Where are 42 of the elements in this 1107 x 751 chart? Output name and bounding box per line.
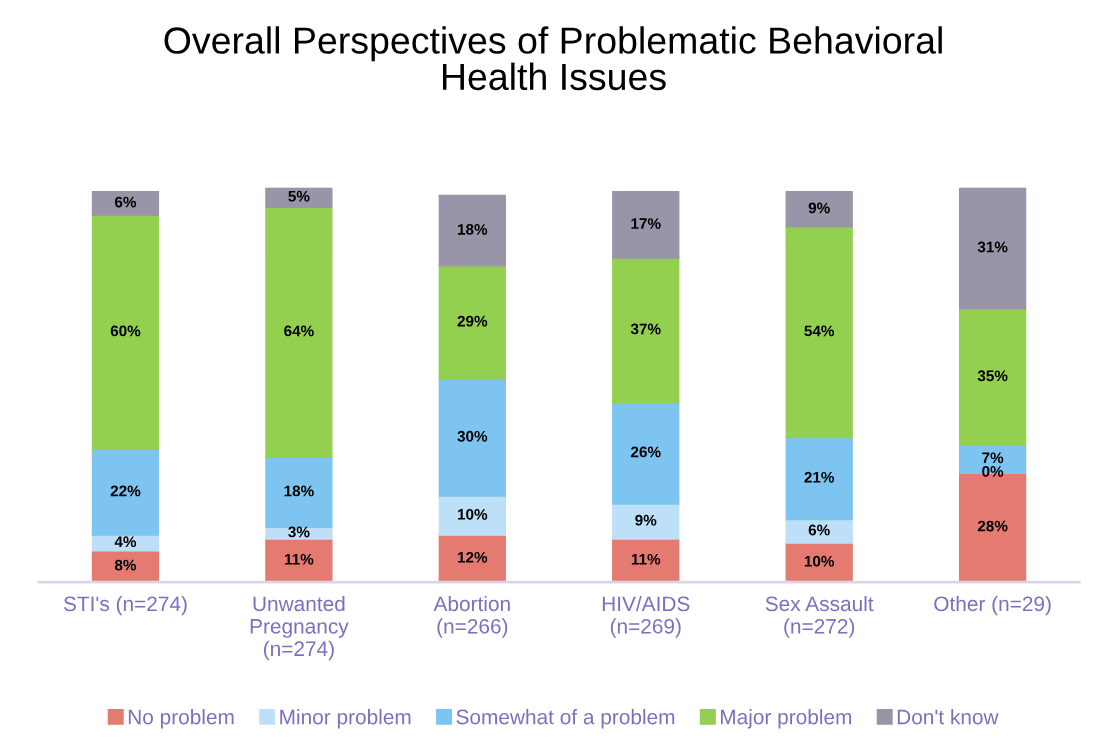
data-label: 6% — [114, 196, 137, 208]
data-label: 12% — [457, 551, 488, 563]
x-tick-label: Unwanted Pregnancy (n=274) — [250, 595, 349, 661]
data-label: 18% — [284, 485, 314, 497]
data-label: 4% — [114, 536, 137, 548]
data-label: 8% — [114, 559, 137, 571]
data-label: 31% — [977, 241, 1008, 253]
data-label: 6% — [808, 524, 830, 536]
x-tick-label: HIV/AIDS (n=269) — [602, 595, 690, 638]
x-tick-label: Sex Assault (n=272) — [765, 595, 874, 638]
data-label: 35% — [977, 370, 1008, 382]
legend-label: Minor problem — [280, 709, 411, 729]
data-label: 28% — [977, 520, 1008, 532]
x-tick-label: Abortion (n=266) — [433, 595, 510, 638]
data-label: 22% — [110, 485, 141, 497]
data-label: 5% — [288, 190, 310, 202]
data-label: 30% — [457, 430, 488, 442]
data-label: 17% — [631, 218, 661, 229]
data-label: 10% — [804, 555, 835, 567]
data-label: 7% — [982, 452, 1004, 464]
data-label: 26% — [630, 446, 661, 458]
data-label: 60% — [110, 325, 141, 337]
data-label: 21% — [804, 471, 835, 483]
data-label: 18% — [457, 223, 488, 235]
data-label: 29% — [457, 315, 488, 327]
legend-label: No problem — [128, 709, 234, 729]
data-label: 9% — [635, 514, 657, 526]
data-label: 37% — [630, 323, 661, 335]
chart-title: Overall Perspectives of Problematic Behavioral Health Issues — [164, 26, 942, 91]
legend-label: Somewhat of a problem — [456, 709, 675, 729]
data-label: 0% — [982, 466, 1004, 477]
legend-label: Major problem — [720, 709, 852, 729]
data-label: 64% — [284, 325, 314, 337]
data-label: 9% — [808, 202, 830, 214]
data-label: 54% — [804, 325, 835, 337]
data-label: 10% — [457, 508, 488, 520]
data-label: 11% — [631, 553, 661, 565]
data-label: 3% — [288, 526, 310, 538]
data-label: 11% — [284, 553, 314, 565]
x-tick-label: STI's (n=274) — [63, 595, 187, 616]
legend-label: Don't know — [897, 709, 999, 725]
x-tick-label: Other (n=29) — [934, 595, 1051, 616]
